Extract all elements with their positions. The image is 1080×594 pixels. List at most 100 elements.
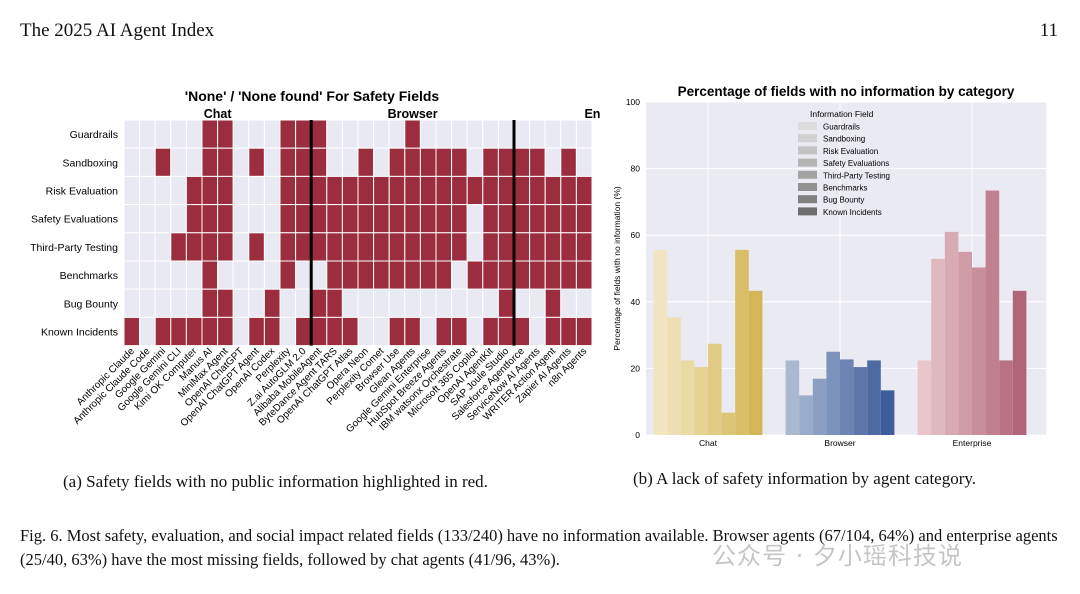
bar-chart-panel: Percentage of fields with no information… [608, 82, 1058, 457]
heatmap-cell [341, 316, 359, 347]
heatmap-cell [295, 147, 312, 177]
heatmap-cells [123, 119, 593, 347]
legend-swatch [798, 134, 817, 143]
legend-swatch [798, 183, 817, 191]
bar [708, 343, 722, 435]
heatmap-cell [341, 232, 359, 262]
heatmap-cell [419, 260, 437, 290]
heatmap-cell [560, 147, 577, 177]
legend-swatch [798, 207, 817, 216]
heatmap-cell [326, 288, 343, 318]
heatmap-cell [435, 175, 453, 206]
heatmap-cell [544, 260, 562, 290]
heatmap-cell [248, 119, 265, 149]
heatmap-cell [341, 260, 359, 290]
heatmap-cell [217, 288, 234, 318]
heatmap-cell [295, 232, 312, 262]
legend-label: Guardrails [823, 123, 860, 132]
legend-label: Bug Bounty [823, 196, 864, 205]
heatmap-cell [575, 260, 593, 290]
heatmap-cell [217, 232, 234, 262]
heatmap-cell [482, 147, 499, 177]
heatmap-cell [170, 288, 187, 318]
safety-heatmap-chart: 'None' / 'None found' For Safety Fields … [30, 88, 646, 435]
heatmap-cell [185, 175, 203, 206]
heatmap-cell [248, 147, 265, 177]
heatmap-cell [279, 288, 297, 318]
subcaption-b: (b) A lack of safety information by agen… [633, 469, 977, 488]
heatmap-cell [279, 232, 297, 262]
heatmap-cell [529, 232, 546, 262]
heatmap-cell [232, 232, 250, 262]
heatmap-cell [388, 316, 406, 347]
heatmap-cell [263, 119, 281, 149]
heatmap-cell [560, 119, 577, 149]
heatmap-cell [217, 147, 234, 177]
heatmap-cell [185, 260, 203, 290]
heatmap-cell [529, 288, 546, 318]
heatmap-cell [341, 204, 359, 234]
heatmap-cell [575, 288, 593, 318]
heatmap-cell [560, 232, 577, 262]
heatmap-cell [466, 288, 484, 318]
heatmap-cell [279, 175, 297, 206]
heatmap-cell [263, 175, 281, 206]
heatmap-cell [295, 119, 312, 149]
heatmap-cell [497, 260, 515, 290]
heatmap-cell [451, 288, 468, 318]
heatmap-cell [497, 232, 515, 262]
heatmap-cell [357, 316, 375, 347]
heatmap-cell [544, 232, 562, 262]
heatmap-cell [419, 316, 437, 347]
heatmap-cell [341, 175, 359, 206]
heatmap-cell [170, 175, 187, 206]
heatmap-cell [560, 288, 577, 318]
heatmap-cell [217, 175, 234, 206]
bar [667, 317, 681, 435]
bar [799, 395, 813, 435]
heatmap-cell [341, 288, 359, 318]
legend-label: Known Incidents [823, 208, 882, 217]
running-title: The 2025 AI Agent Index [20, 20, 215, 41]
heatmap-cell [544, 175, 562, 206]
heatmap-cell [513, 316, 531, 347]
heatmap-cell [529, 316, 546, 347]
heatmap-cell [279, 316, 297, 347]
heatmap-cell [170, 147, 187, 177]
bar [694, 367, 708, 435]
heatmap-row-label: Benchmarks [60, 270, 118, 282]
heatmap-cell [154, 204, 172, 234]
heatmap-panel: 'None' / 'None found' For Safety Fields … [20, 82, 646, 457]
heatmap-cell [373, 316, 390, 347]
legend-label: Benchmarks [823, 184, 867, 193]
heatmap-cell [326, 316, 343, 347]
y-tick-label: 40 [631, 297, 641, 307]
heatmap-cell [435, 260, 453, 290]
heatmap-cell [404, 232, 421, 262]
heatmap-cell [123, 260, 141, 290]
y-tick-label: 20 [631, 363, 641, 373]
y-tick-label: 60 [631, 230, 641, 240]
heatmap-cell [201, 260, 219, 290]
heatmap-cell [560, 260, 577, 290]
heatmap-cell [310, 260, 328, 290]
heatmap-cell [263, 232, 281, 262]
heatmap-cell [419, 232, 437, 262]
heatmap-cell [217, 204, 234, 234]
heatmap-cell [404, 175, 421, 206]
heatmap-cell [482, 119, 499, 149]
heatmap-cell [388, 260, 406, 290]
heatmap-cell [529, 204, 546, 234]
heatmap-cell [435, 204, 453, 234]
bar [853, 367, 868, 435]
heatmap-cell [404, 204, 421, 234]
heatmap-cell [326, 147, 343, 177]
heatmap-cell [139, 204, 156, 234]
heatmap-cell [248, 204, 265, 234]
heatmap-cell [217, 119, 234, 149]
heatmap-cell [373, 147, 390, 177]
heatmap-cell [373, 288, 390, 318]
heatmap-cell [263, 204, 281, 234]
legend-label: Risk Evaluation [823, 147, 878, 156]
heatmap-cell [185, 316, 203, 347]
